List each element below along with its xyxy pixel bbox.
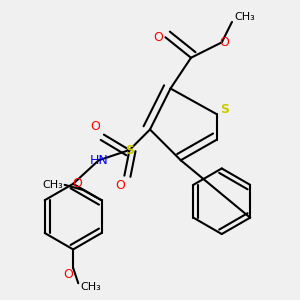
- Text: S: S: [125, 143, 134, 157]
- Text: HN: HN: [89, 154, 108, 167]
- Text: O: O: [219, 36, 229, 49]
- Text: O: O: [115, 179, 125, 192]
- Text: O: O: [153, 31, 163, 44]
- Text: O: O: [72, 177, 82, 190]
- Text: CH₃: CH₃: [42, 180, 63, 190]
- Text: O: O: [91, 120, 100, 133]
- Text: S: S: [220, 103, 229, 116]
- Text: O: O: [63, 268, 73, 281]
- Text: CH₃: CH₃: [234, 12, 255, 22]
- Text: CH₃: CH₃: [80, 282, 101, 292]
